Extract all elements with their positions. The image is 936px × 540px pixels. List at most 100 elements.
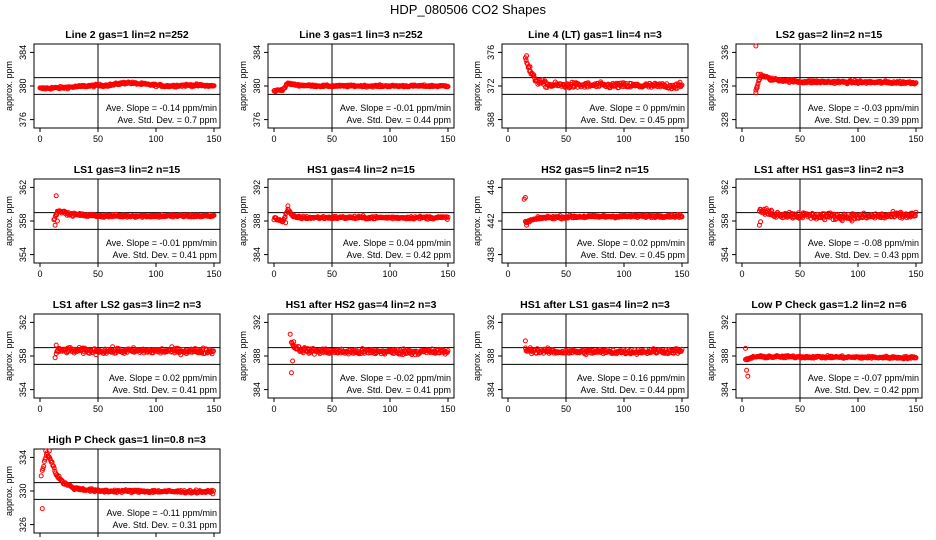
y-tick-label: 384 <box>720 382 730 397</box>
y-tick-label: 368 <box>486 112 496 127</box>
y-tick-label: 354 <box>18 247 28 262</box>
x-tick-label: 0 <box>271 269 276 279</box>
y-tick-label: 354 <box>720 247 730 262</box>
panel-title: HS1 after HS2 gas=4 lin=2 n=3 <box>286 299 437 311</box>
panel-6: HS1 gas=4 lin=2 n=15 approx. ppm 384 388 392… <box>238 164 456 279</box>
panel-4: LS2 gas=2 lin=2 n=15 approx. ppm 328 332 336… <box>706 29 924 144</box>
stddev-annotation: Ave. Std. Dev. = 0.42 ppm <box>815 385 919 395</box>
data-point <box>40 466 46 472</box>
data-point <box>679 346 685 352</box>
data-series <box>753 43 919 96</box>
data-point <box>524 222 530 228</box>
x-tick-label: 100 <box>850 269 865 279</box>
x-tick-label: 50 <box>561 404 571 414</box>
y-axis-label: approx. ppm <box>238 61 248 111</box>
y-axis-label: approx. ppm <box>4 61 14 111</box>
data-point <box>287 331 293 337</box>
x-tick-label: 100 <box>148 269 163 279</box>
stddev-annotation: Ave. Std. Dev. = 0.45 ppm <box>581 115 685 125</box>
x-tick-label: 0 <box>271 404 276 414</box>
y-tick-label: 376 <box>486 45 496 60</box>
panel-title: HS2 gas=5 lin=2 n=15 <box>541 164 649 176</box>
data-point <box>445 214 451 220</box>
data-point <box>795 210 801 216</box>
y-tick-label: 328 <box>720 112 730 127</box>
y-tick-label: 362 <box>18 315 28 330</box>
x-tick-label: 100 <box>616 269 631 279</box>
data-point <box>531 72 537 78</box>
y-tick-label: 438 <box>486 247 496 262</box>
x-tick-label: 50 <box>561 134 571 144</box>
data-point <box>46 448 52 454</box>
data-point <box>753 90 759 96</box>
data-series <box>38 448 216 512</box>
panel-title: LS1 after LS2 gas=3 lin=2 n=3 <box>53 299 202 311</box>
y-tick-label: 362 <box>720 180 730 195</box>
x-tick-label: 0 <box>37 269 42 279</box>
panel-2: Line 3 gas=1 lin=3 n=252 approx. ppm 376 38… <box>238 29 456 144</box>
y-tick-label: 332 <box>720 78 730 93</box>
data-point <box>210 491 216 497</box>
data-point <box>522 195 528 200</box>
x-tick-label: 150 <box>440 134 455 144</box>
panel-title: HS1 gas=4 lin=2 n=15 <box>307 164 415 176</box>
slope-annotation: Ave. Slope = -0.14 ppm/min <box>106 103 217 113</box>
panel-title: Low P Check gas=1.2 lin=2 n=6 <box>751 299 906 311</box>
y-tick-label: 354 <box>18 382 28 397</box>
data-point <box>211 348 216 354</box>
y-tick-label: 380 <box>252 78 262 93</box>
data-point <box>754 85 760 91</box>
slope-annotation: Ave. Slope = -0.08 ppm/min <box>808 238 919 248</box>
panel-title: LS2 gas=2 lin=2 n=15 <box>776 29 883 41</box>
data-point <box>753 43 759 49</box>
data-point <box>41 463 47 469</box>
data-series <box>271 80 451 95</box>
data-point <box>743 345 748 351</box>
y-axis-label: approx. ppm <box>4 331 14 381</box>
y-tick-label: 388 <box>720 348 730 363</box>
slope-annotation: Ave. Slope = 0.02 ppm/min <box>577 238 685 248</box>
y-axis-label: approx. ppm <box>706 61 716 111</box>
y-tick-label: 384 <box>252 247 262 262</box>
data-point <box>54 218 60 224</box>
data-point <box>913 209 919 215</box>
x-tick-label: 0 <box>37 134 42 144</box>
x-tick-label: 100 <box>616 404 631 414</box>
slope-annotation: Ave. Slope = 0.04 ppm/min <box>343 238 451 248</box>
panel-10: HS1 after HS2 gas=4 lin=2 n=3 approx. ppm… <box>238 299 456 414</box>
y-axis-label: approx. ppm <box>472 196 482 246</box>
x-tick-label: 150 <box>440 404 455 414</box>
slope-annotation: Ave. Slope = -0.01 ppm/min <box>340 103 451 113</box>
panel-title: LS1 gas=3 lin=2 n=15 <box>74 164 181 176</box>
y-tick-label: 358 <box>720 213 730 228</box>
y-tick-label: 442 <box>486 213 496 228</box>
data-point <box>445 84 451 89</box>
data-point <box>290 358 296 364</box>
y-tick-label: 384 <box>252 382 262 397</box>
data-point <box>52 222 58 228</box>
y-tick-label: 388 <box>252 213 262 228</box>
y-tick-label: 326 <box>18 517 28 532</box>
stddev-annotation: Ave. Std. Dev. = 0.31 ppm <box>113 520 217 530</box>
y-tick-label: 392 <box>720 315 730 330</box>
x-tick-label: 50 <box>327 269 337 279</box>
slope-annotation: Ave. Slope = -0.02 ppm/min <box>340 373 451 383</box>
x-tick-label: 0 <box>739 134 744 144</box>
stddev-annotation: Ave. Std. Dev. = 0.43 ppm <box>815 250 919 260</box>
x-tick-label: 0 <box>505 269 510 279</box>
x-tick-label: 100 <box>850 404 865 414</box>
figure-title: HDP_080506 CO2 Shapes <box>389 2 547 17</box>
y-tick-label: 334 <box>18 450 28 465</box>
panel-title: Line 4 (LT) gas=1 lin=4 n=3 <box>528 29 662 41</box>
data-point <box>524 53 530 59</box>
x-tick-label: 50 <box>795 134 805 144</box>
data-series <box>756 206 919 228</box>
x-tick-label: 50 <box>561 269 571 279</box>
x-tick-label: 50 <box>93 269 103 279</box>
data-point <box>913 355 919 361</box>
data-point <box>444 217 450 222</box>
y-axis-label: approx. ppm <box>706 331 716 381</box>
data-point <box>64 350 70 356</box>
x-tick-label: 150 <box>674 134 689 144</box>
data-point <box>110 344 116 350</box>
